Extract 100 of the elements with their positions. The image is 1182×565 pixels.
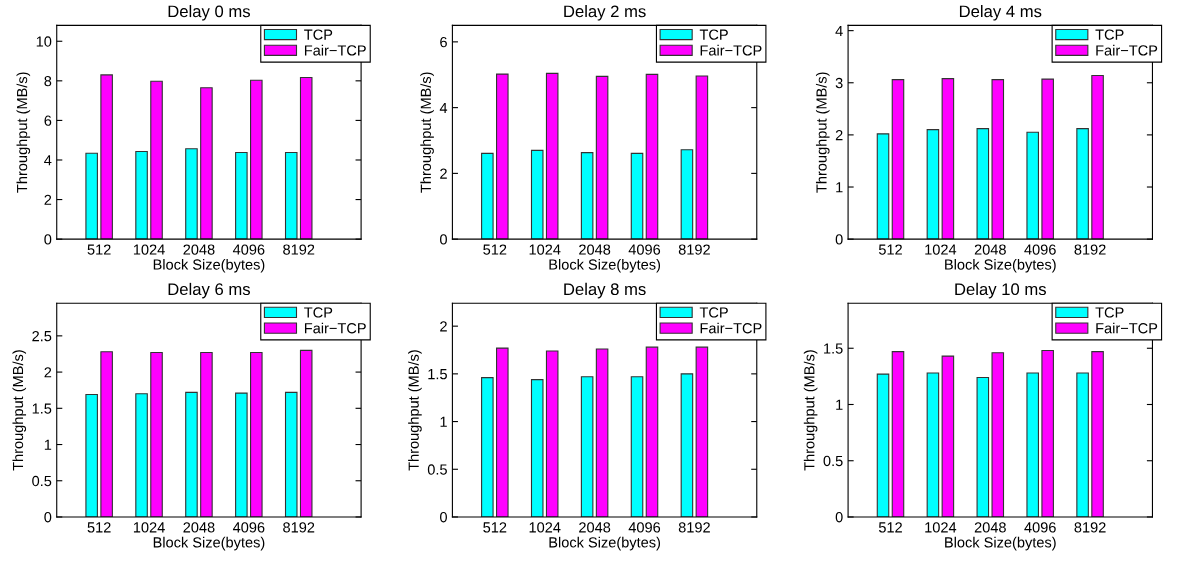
bar — [1076, 128, 1089, 240]
y-tick-label: 0 — [440, 234, 447, 245]
y-tick-label: 1 — [836, 399, 843, 410]
bar — [299, 349, 313, 517]
y-tick-label: 0 — [440, 512, 447, 523]
legend-label: TCP — [304, 307, 333, 318]
bar — [926, 372, 940, 517]
x-axis-title: Block Size(bytes) — [549, 536, 661, 551]
x-tick-label: 512 — [87, 522, 111, 533]
bar — [250, 351, 263, 517]
x-axis-title: Block Size(bytes) — [153, 536, 265, 551]
y-tick-label: 2.5 — [32, 330, 52, 342]
bar — [135, 150, 148, 240]
bar — [1091, 74, 1104, 240]
y-tick-label: 0 — [44, 512, 52, 523]
bar — [545, 72, 559, 240]
x-tick-label: 4096 — [232, 522, 265, 533]
legend-label: Fair−TCP — [700, 322, 762, 334]
chart-title: Delay 2 ms — [564, 5, 646, 21]
bar — [645, 73, 659, 240]
y-axis-title: Throughput (MB/s) — [12, 350, 27, 471]
bar — [235, 392, 248, 517]
bar — [530, 379, 544, 517]
legend-label: TCP — [304, 29, 333, 40]
legend-label: Fair−TCP — [1096, 44, 1158, 56]
bar — [481, 152, 494, 240]
bar — [150, 80, 163, 240]
legend-label: Fair−TCP — [304, 44, 366, 56]
bar — [185, 391, 198, 517]
bar — [926, 129, 940, 240]
bar — [100, 351, 113, 517]
x-axis-title: Block Size(bytes) — [945, 536, 1056, 551]
chart-title: Delay 10 ms — [955, 282, 1046, 299]
bar — [1026, 131, 1039, 240]
y-tick-label: 0 — [835, 234, 843, 245]
y-tick-label: 1 — [836, 182, 843, 193]
x-tick-label: 4096 — [1024, 522, 1056, 533]
x-tick-label: 512 — [878, 522, 902, 533]
y-tick-label: 1.5 — [428, 369, 447, 380]
bar — [284, 151, 298, 240]
bar — [1041, 78, 1054, 240]
bar — [630, 152, 644, 240]
bar — [235, 151, 248, 240]
x-tick-label: 8192 — [1074, 244, 1106, 255]
y-tick-label: 4 — [44, 155, 52, 166]
x-axis-title: Block Size(bytes) — [945, 258, 1056, 273]
y-tick-label: 0.5 — [427, 464, 447, 475]
y-tick-label: 8 — [44, 75, 52, 87]
bar — [876, 373, 890, 517]
y-tick-label: 2 — [44, 367, 52, 378]
x-tick-label: 512 — [483, 522, 507, 533]
bar — [630, 376, 644, 517]
x-tick-label: 8192 — [678, 522, 710, 533]
x-tick-label: 512 — [483, 244, 507, 255]
x-axis-title: Block Size(bytes) — [549, 258, 661, 273]
bar — [991, 79, 1005, 240]
bar — [580, 376, 594, 517]
bar — [695, 75, 709, 240]
x-tick-label: 2048 — [974, 244, 1006, 255]
x-tick-label: 2048 — [183, 244, 215, 255]
bar — [580, 152, 594, 240]
y-axis-title: Throughput (MB/s) — [420, 72, 434, 193]
x-tick-label: 2048 — [579, 522, 611, 533]
y-tick-label: 0 — [835, 512, 843, 523]
bar — [200, 351, 213, 517]
bar — [976, 376, 990, 517]
bar — [891, 79, 905, 240]
bar — [595, 348, 609, 517]
bar — [150, 351, 163, 517]
chart-title: Delay 4 ms — [959, 5, 1042, 21]
bar — [891, 351, 905, 517]
y-axis-title: Throughput (MB/s) — [16, 72, 31, 193]
x-tick-label: 1024 — [133, 244, 165, 255]
bar — [1091, 351, 1104, 517]
x-tick-label: 4096 — [1024, 244, 1056, 255]
bar — [100, 74, 113, 240]
x-tick-label: 512 — [878, 244, 902, 255]
y-tick-label: 1.5 — [32, 403, 52, 414]
legend-label: Fair−TCP — [1096, 322, 1158, 334]
x-tick-label: 4096 — [628, 244, 661, 255]
x-tick-label: 1024 — [133, 522, 165, 533]
bar — [876, 133, 890, 240]
bar — [1076, 372, 1089, 517]
legend-label: Fair−TCP — [304, 322, 366, 334]
y-tick-label: 0.5 — [32, 475, 52, 487]
y-tick-label: 2 — [440, 321, 447, 332]
x-tick-label: 4096 — [628, 522, 661, 533]
y-tick-label: 2 — [835, 129, 843, 141]
y-tick-label: 0.5 — [823, 455, 843, 467]
chart-title: Delay 6 ms — [168, 282, 250, 299]
bar — [695, 346, 709, 517]
y-tick-label: 0 — [44, 234, 52, 245]
bar — [85, 152, 98, 240]
bar — [200, 87, 213, 240]
y-tick-label: 10 — [36, 36, 52, 47]
bar — [299, 76, 313, 240]
x-tick-label: 2048 — [183, 522, 215, 533]
y-tick-label: 1 — [440, 416, 447, 427]
x-tick-label: 512 — [87, 244, 111, 255]
bar — [645, 346, 659, 517]
